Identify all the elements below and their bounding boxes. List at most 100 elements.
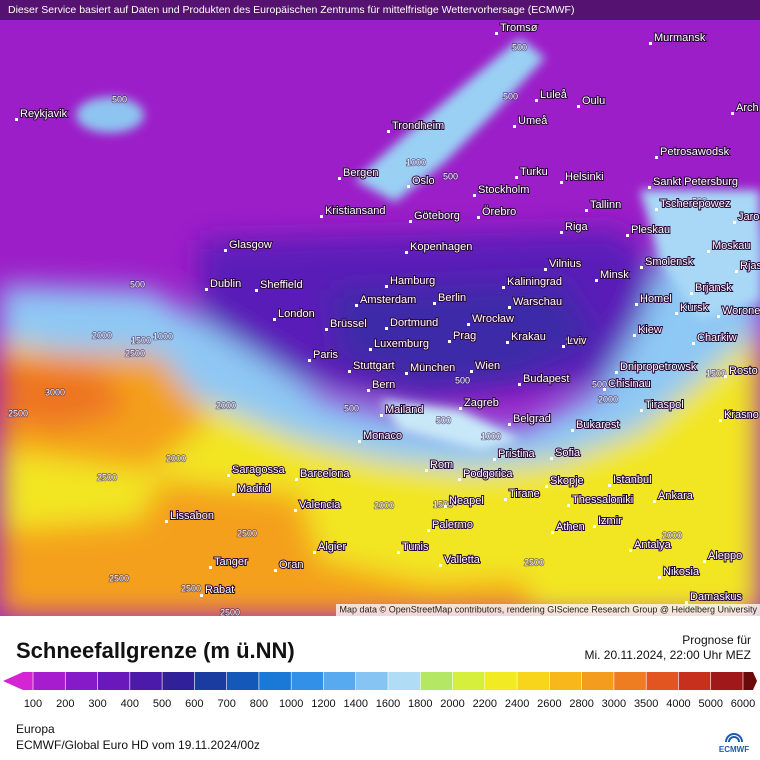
city-label: Tallinn (590, 199, 621, 211)
city-dot (15, 118, 18, 121)
city-label: Oslo (412, 175, 435, 187)
colorbar-tick-label: 6000 (731, 698, 755, 710)
city-label: Wrocław (472, 313, 514, 325)
contour-label: 2500 (237, 528, 257, 538)
city-dot (585, 209, 588, 212)
city-dot (493, 458, 496, 461)
colorbar-swatch (388, 672, 421, 690)
forecast-time: Mi. 20.11.2024, 22:00 Uhr MEZ (584, 648, 751, 662)
city-dot (731, 112, 734, 115)
city-label: Neapel (449, 495, 484, 507)
city-dot (719, 419, 722, 422)
city-dot (427, 529, 430, 532)
contour-label: 2500 (220, 607, 240, 617)
colorbar-swatch (129, 672, 163, 690)
region: Europa (16, 722, 55, 736)
city-dot (735, 270, 738, 273)
contour-label: 2000 (216, 400, 236, 410)
city-dot (320, 215, 323, 218)
city-dot (273, 318, 276, 321)
city-label: Trondheim (392, 120, 444, 132)
contour-label: 2500 (8, 408, 28, 418)
city-label: Oran (279, 559, 303, 571)
city-dot (635, 303, 638, 306)
city-label: Reykjavik (20, 108, 68, 120)
city-label: Helsinki (565, 171, 604, 183)
city-label: Tunis (402, 541, 429, 553)
legend-title: Schneefallgrenze (m ü.NN) (16, 638, 295, 663)
city-dot (355, 304, 358, 307)
city-dot (224, 249, 227, 252)
city-label: Örebro (482, 206, 516, 218)
city-dot (692, 342, 695, 345)
city-label: Mailand (385, 404, 424, 416)
city-label: Bukarest (576, 419, 619, 431)
city-dot (649, 42, 652, 45)
city-label: Skopje (550, 475, 584, 487)
city-label: Charkiw (697, 332, 737, 344)
forecast-label: Prognose für (682, 633, 751, 647)
city-dot (308, 359, 311, 362)
contour-label: 1000 (481, 431, 501, 441)
city-dot (409, 220, 412, 223)
city-label: Tromsø (500, 22, 538, 34)
city-dot (405, 372, 408, 375)
city-label: Aleppo (708, 550, 742, 562)
contour-label: 500 (443, 171, 458, 181)
city-label: Saragossa (232, 464, 285, 476)
colorbar-swatch (646, 672, 679, 690)
colorbar-tick-label: 1200 (311, 698, 335, 710)
city-label: Rosto (729, 365, 758, 377)
colorbar-tick-label: 600 (185, 698, 203, 710)
city-dot (717, 315, 720, 318)
contour-label: 2000 (374, 500, 394, 510)
city-label: München (410, 362, 455, 374)
city-dot (535, 99, 538, 102)
city-dot (274, 569, 277, 572)
colorbar-tick-label: 800 (250, 698, 268, 710)
city-label: Kopenhagen (410, 241, 472, 253)
city-dot (658, 576, 661, 579)
city-label: Amsterdam (360, 294, 416, 306)
city-dot (313, 551, 316, 554)
city-dot (367, 389, 370, 392)
city-label: Sheffield (260, 279, 303, 291)
city-dot (690, 292, 693, 295)
colorbar-tick-label: 100 (24, 698, 42, 710)
city-label: Petrosawodsk (660, 146, 730, 158)
city-dot (577, 105, 580, 108)
colorbar-swatch (162, 672, 195, 690)
city-dot (648, 186, 651, 189)
city-label: Stockholm (478, 184, 529, 196)
city-dot (562, 345, 565, 348)
model-run: ECMWF/Global Euro HD vom 19.11.2024/00z (16, 738, 260, 752)
contour-label: 2000 (92, 330, 112, 340)
colorbar-swatch (97, 672, 130, 690)
city-dot (439, 564, 442, 567)
colorbar-swatch (613, 672, 647, 690)
city-dot (295, 478, 298, 481)
colorbar-tick-label: 2800 (569, 698, 593, 710)
colorbar-tick-label: 400 (121, 698, 139, 710)
colorbar-tick-label: 2400 (505, 698, 529, 710)
city-dot (467, 323, 470, 326)
city-dot (433, 302, 436, 305)
attribution-bg (336, 604, 760, 616)
city-dot (603, 388, 606, 391)
city-dot (165, 520, 168, 523)
city-dot (205, 288, 208, 291)
city-dot (633, 334, 636, 337)
city-dot (707, 250, 710, 253)
city-dot (560, 231, 563, 234)
city-label: Podgorica (463, 468, 513, 480)
city-label: Lissabon (170, 510, 214, 522)
colorbar-tick-label: 1400 (343, 698, 367, 710)
city-label: Wien (475, 360, 500, 372)
city-label: Athen (556, 521, 585, 533)
city-dot (444, 505, 447, 508)
city-label: Umeå (518, 115, 548, 127)
contour-label: 2500 (109, 573, 129, 583)
city-label: Minsk (600, 269, 629, 281)
colorbar-swatch (258, 672, 292, 690)
